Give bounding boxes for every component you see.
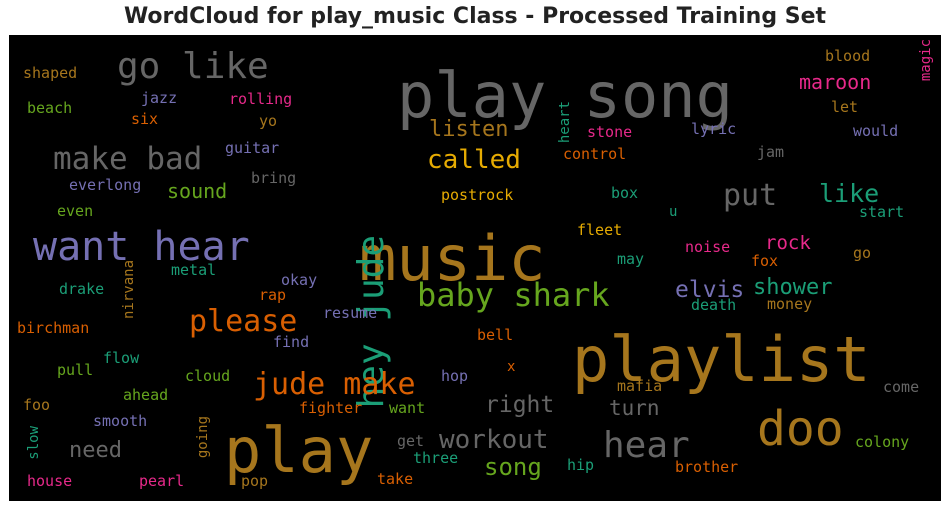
cloud-word-start: start (859, 203, 904, 221)
cloud-word-house: house (27, 472, 72, 490)
cloud-word-x: x (507, 359, 515, 375)
cloud-word-rolling: rolling (229, 90, 292, 108)
cloud-word-doo: doo (757, 401, 844, 457)
cloud-word-fleet: fleet (577, 221, 622, 239)
cloud-words: play song music playlist play doo want hear he… (17, 39, 934, 490)
cloud-word-let: let (831, 98, 858, 116)
cloud-word-even: even (57, 202, 93, 220)
cloud-word-called: called (427, 145, 521, 175)
cloud-background (9, 35, 941, 501)
cloud-word-magic: magic (918, 39, 934, 81)
cloud-word-three: three (413, 449, 458, 467)
cloud-word-everlong: everlong (69, 176, 141, 194)
cloud-word-heart: heart (557, 101, 573, 143)
cloud-word-music: music (359, 222, 546, 295)
word-cloud: play song music playlist play doo want hear he… (9, 35, 941, 501)
cloud-word-jude-make: jude make (253, 367, 416, 402)
cloud-word-brother: brother (675, 458, 738, 476)
cloud-word-box: box (611, 184, 638, 202)
cloud-word-rock: rock (765, 232, 811, 254)
cloud-word-go-like: go like (117, 46, 269, 87)
cloud-word-play: play (224, 414, 373, 487)
cloud-word-play-song: play song (397, 59, 733, 132)
cloud-word-workout: workout (439, 425, 549, 455)
cloud-word-smooth: smooth (93, 412, 147, 430)
cloud-word-make-bad: make bad (53, 141, 202, 177)
cloud-word-stone: stone (587, 123, 632, 141)
cloud-word-jam: jam (757, 143, 784, 161)
cloud-word-u: u (669, 204, 677, 220)
cloud-word-hip: hip (567, 456, 594, 474)
cloud-word-resume: resume (323, 304, 377, 322)
cloud-word-find: find (273, 333, 309, 351)
cloud-word-put: put (723, 178, 777, 213)
cloud-word-maroon: maroon (799, 70, 871, 94)
cloud-word-cloud: cloud (185, 367, 230, 385)
cloud-word-please: please (189, 304, 297, 339)
cloud-word-want-hear: want hear (33, 224, 250, 270)
cloud-word-shower: shower (753, 275, 832, 300)
cloud-word-blood: blood (825, 47, 870, 65)
cloud-word-need: need (69, 438, 122, 463)
cloud-word-turn: turn (609, 396, 660, 420)
cloud-word-drake: drake (59, 280, 104, 298)
cloud-word-mafia: mafia (617, 377, 662, 395)
cloud-word-okay: okay (281, 271, 317, 289)
cloud-word-postrock: postrock (441, 186, 513, 204)
cloud-word-bell: bell (477, 326, 513, 344)
cloud-word-like: like (819, 179, 879, 208)
cloud-word-fox: fox (751, 252, 778, 270)
cloud-word-would: would (853, 122, 898, 140)
cloud-word-go: go (853, 244, 871, 262)
cloud-word-jazz: jazz (141, 89, 177, 107)
cloud-word-baby-shark: baby shark (417, 276, 610, 314)
cloud-word-come: come (883, 378, 919, 396)
cloud-word-pearl: pearl (139, 472, 184, 490)
cloud-word-right: right (485, 392, 554, 418)
cloud-word-fighter: fighter (299, 399, 362, 417)
cloud-word-sound: sound (167, 179, 227, 203)
cloud-word-may: may (617, 250, 644, 268)
cloud-word-ahead: ahead (123, 386, 168, 404)
cloud-word-shaped: shaped (23, 64, 77, 82)
cloud-word-get: get (397, 432, 424, 450)
cloud-word-birchman: birchman (17, 319, 89, 337)
cloud-word-death: death (691, 296, 736, 314)
cloud-word-hear: hear (603, 425, 690, 466)
cloud-word-control: control (563, 145, 626, 163)
cloud-word-noise: noise (685, 238, 730, 256)
cloud-word-guitar: guitar (225, 139, 279, 157)
cloud-word-take: take (377, 470, 413, 488)
cloud-word-foo: foo (23, 396, 50, 414)
cloud-word-yo: yo (259, 112, 277, 130)
cloud-word-elvis: elvis (675, 277, 744, 303)
cloud-word-pop: pop (241, 472, 268, 490)
cloud-word-hop: hop (441, 367, 468, 385)
cloud-word-listen: listen (429, 117, 508, 142)
cloud-word-lyric: lyric (691, 120, 736, 138)
cloud-word-song: song (484, 453, 542, 481)
cloud-word-want: want (389, 399, 425, 417)
cloud-word-hey-jude: hey jude (351, 235, 392, 408)
cloud-word-bring: bring (251, 169, 296, 187)
cloud-word-metal: metal (171, 261, 216, 279)
cloud-word-pull: pull (57, 361, 93, 379)
chart-title: WordCloud for play_music Class - Process… (123, 4, 827, 29)
cloud-word-flow: flow (103, 349, 140, 367)
cloud-word-rap: rap (259, 286, 286, 304)
cloud-word-going: going (195, 416, 211, 458)
cloud-word-colony: colony (855, 433, 909, 451)
cloud-word-playlist: playlist (572, 323, 871, 396)
cloud-word-money: money (767, 295, 812, 313)
cloud-word-slow: slow (26, 425, 42, 459)
cloud-word-nirvana: nirvana (121, 260, 137, 319)
cloud-word-six: six (131, 110, 158, 128)
cloud-word-beach: beach (27, 99, 72, 117)
